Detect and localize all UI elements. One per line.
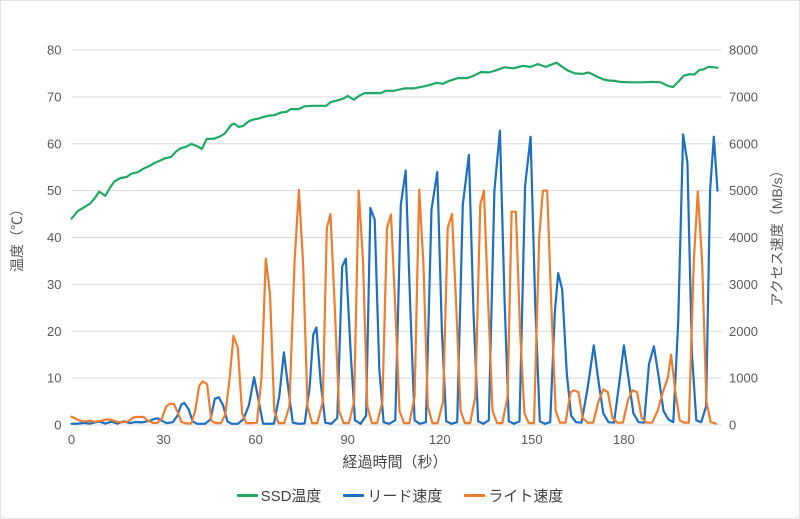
legend-item-label: ライト速度 xyxy=(488,487,564,505)
series-layer xyxy=(70,61,719,425)
y-left-tick-label: 50 xyxy=(47,183,61,198)
x-tick-label: 30 xyxy=(156,432,170,447)
series-line-1 xyxy=(70,129,719,425)
y-right-tick-label: 2000 xyxy=(729,324,758,339)
series-line-2 xyxy=(70,188,718,425)
right-axis-title: アクセス速度（MB/s） xyxy=(769,163,785,306)
series-line-0 xyxy=(70,61,719,220)
legend-line-marker-icon xyxy=(343,493,365,497)
y-left-tick-label: 0 xyxy=(54,418,61,433)
legend-line-marker-icon xyxy=(464,493,486,497)
y-left-tick-label: 60 xyxy=(47,136,61,151)
legend-item-label: SSD温度 xyxy=(260,487,322,505)
x-tick-label: 0 xyxy=(68,432,75,447)
x-tick-label: 60 xyxy=(248,432,262,447)
x-tick-label: 120 xyxy=(429,432,451,447)
x-tick-label: 150 xyxy=(521,432,543,447)
y-right-tick-label: 7000 xyxy=(729,89,758,104)
gridlines-layer xyxy=(71,49,722,426)
y-left-tick-label: 40 xyxy=(47,230,61,245)
legend-line-marker-icon xyxy=(236,493,258,497)
y-right-tick-label: 6000 xyxy=(729,136,758,151)
y-right-tick-label: 0 xyxy=(729,418,736,433)
y-right-tick-label: 5000 xyxy=(729,183,758,198)
x-axis-title: 経過時間（秒） xyxy=(342,454,447,471)
y-left-tick-label: 80 xyxy=(47,43,61,58)
y-right-tick-label: 8000 xyxy=(729,43,758,58)
legend-item-label: リード速度 xyxy=(367,487,443,505)
y-right-tick-label: 4000 xyxy=(729,230,758,245)
y-right-tick-label: 3000 xyxy=(729,277,758,292)
left-axis-title: 温度（℃） xyxy=(9,202,25,272)
legend-item-1: リード速度 xyxy=(343,485,442,506)
y-left-tick-label: 20 xyxy=(47,324,61,339)
x-tick-label: 180 xyxy=(613,432,635,447)
y-left-tick-label: 70 xyxy=(47,89,61,104)
legend-item-0: SSD温度 xyxy=(236,485,322,506)
y-left-tick-label: 10 xyxy=(47,371,61,386)
x-tick-label: 90 xyxy=(340,432,354,447)
y-right-tick-label: 1000 xyxy=(729,371,758,386)
legend: SSD温度 リード速度 ライト速度 xyxy=(1,483,799,507)
y-left-tick-label: 30 xyxy=(47,277,61,292)
legend-item-2: ライト速度 xyxy=(464,485,563,506)
